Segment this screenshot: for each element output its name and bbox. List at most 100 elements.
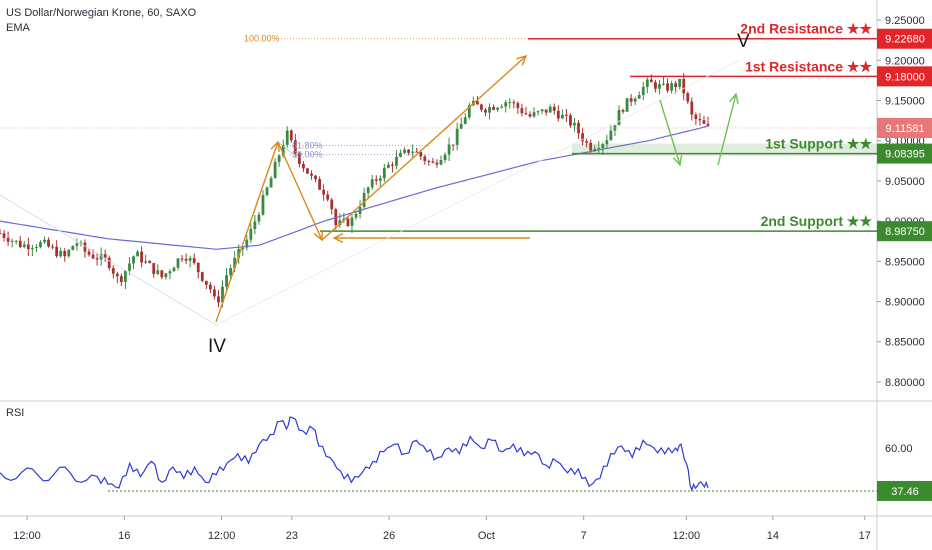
candle-body [617, 109, 621, 126]
candle-body [71, 245, 75, 250]
candle-body [119, 276, 123, 282]
candle-body [152, 263, 156, 274]
wave-arrow-up-3-head [516, 54, 528, 66]
candle-body [192, 258, 196, 263]
candle-body [59, 250, 63, 257]
candle-body [706, 123, 710, 126]
price-axis-tick-label: 9.25000 [885, 15, 925, 27]
candle-body [63, 250, 67, 257]
candle-body [148, 261, 152, 264]
candle-body [350, 217, 354, 226]
candle-body [407, 149, 411, 153]
candle-body [99, 254, 103, 260]
candle-body [374, 179, 378, 181]
candle-body [520, 108, 524, 114]
candle-body [180, 258, 184, 260]
level-label-support: 2nd Support ★★ [761, 213, 873, 229]
candle-body [544, 109, 548, 113]
candle-body [597, 148, 601, 150]
candle-body [670, 83, 673, 91]
candle-body [573, 122, 576, 126]
time-axis-tick-label: Oct [478, 530, 495, 542]
wave-label-v: V [737, 31, 750, 52]
candle-body [164, 273, 168, 278]
fib-anchor-line [277, 141, 299, 159]
candle-body [439, 159, 443, 165]
candle-body [488, 107, 491, 113]
fib-level-label: 50.00% [292, 149, 323, 159]
candle-body [237, 249, 241, 258]
candle-body [326, 194, 330, 200]
candle-body [273, 161, 277, 179]
time-axis-tick-label: 23 [286, 530, 298, 542]
time-axis-tick-label: 12:00 [13, 530, 41, 542]
candle-body [556, 110, 560, 119]
candle-body [649, 79, 653, 83]
candle-body [698, 119, 702, 121]
candle-body [548, 106, 552, 113]
candle-body [552, 106, 556, 111]
candle-body [577, 122, 580, 134]
candle-body [492, 107, 495, 110]
candle-body [128, 263, 131, 271]
price-axis-tick-label: 9.20000 [885, 55, 925, 67]
candle-body [641, 86, 645, 96]
candle-body [47, 239, 50, 247]
time-axis-tick-label: 12:00 [673, 530, 701, 542]
level-price-badge-text: 9.08395 [885, 149, 925, 161]
candle-body [306, 168, 309, 174]
rsi-panel-title: RSI [6, 407, 25, 419]
candle-body [281, 144, 285, 156]
candle-body [399, 152, 402, 157]
candle-body [431, 161, 435, 163]
candle-body [22, 244, 26, 248]
candle-body [184, 258, 188, 261]
candle-body [302, 163, 305, 169]
projection-arrow-down [659, 99, 681, 166]
candle-body [111, 268, 115, 274]
candle-body [249, 228, 253, 240]
candle-body [690, 101, 694, 115]
candle-body [204, 280, 208, 285]
wave-arrow-down-2 [277, 141, 323, 241]
rsi-axis-tick-label: 60.00 [885, 443, 913, 455]
candle-body [378, 178, 382, 181]
level-price-badge [877, 221, 932, 242]
candle-body [140, 251, 143, 263]
candle-body [540, 109, 544, 112]
candle-body [621, 109, 625, 112]
candle-body [391, 164, 394, 166]
candle-body [589, 142, 593, 151]
candle-body [605, 140, 609, 145]
candle-body [168, 271, 172, 274]
candle-body [528, 114, 532, 117]
level-price-badge-text: 9.18000 [885, 71, 925, 83]
candle-body [297, 153, 301, 164]
candle-body [411, 151, 415, 153]
rsi-line [0, 416, 709, 492]
candle-body [225, 275, 228, 287]
level-price-badge [877, 143, 932, 164]
candle-body [330, 199, 334, 210]
candle-body [354, 213, 358, 218]
candle-body [314, 175, 317, 180]
level-price-badge [877, 66, 932, 87]
level-price-badge-text: 9.22680 [885, 34, 925, 46]
candle-body [67, 249, 71, 257]
projection-arrow-up [717, 93, 737, 166]
candle-body [6, 237, 10, 242]
candle-body [637, 95, 641, 99]
candle-body [455, 128, 459, 145]
candle-body [451, 144, 455, 146]
candle-body [536, 111, 540, 113]
candle-body [229, 268, 233, 276]
candle-body [293, 140, 297, 154]
candle-body [419, 152, 423, 157]
candle-body [484, 109, 487, 113]
time-axis-tick-label: 26 [383, 530, 395, 542]
candle-body [382, 167, 386, 179]
candle-body [366, 187, 370, 193]
candle-body [30, 248, 34, 250]
candle-body [593, 148, 597, 151]
candle-body [217, 296, 220, 303]
